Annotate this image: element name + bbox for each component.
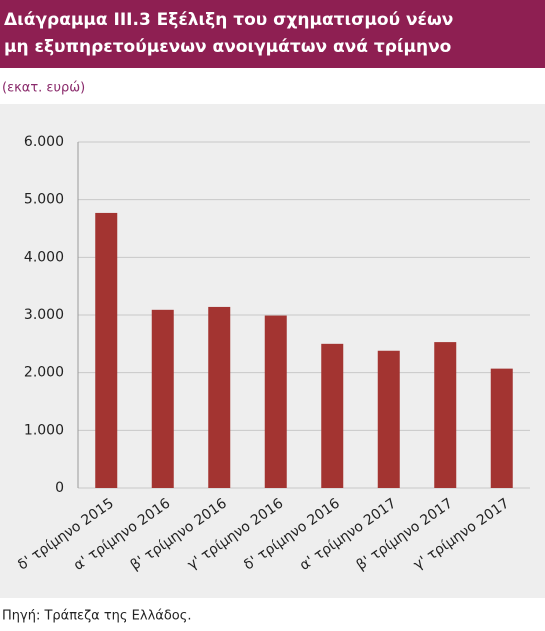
title-line: μη εξυπηρετούμενων ανοιγμάτων ανά τρίμην… (4, 37, 451, 57)
bar (264, 315, 287, 488)
y-tick-label: 0 (55, 480, 64, 496)
y-tick-label: 2.000 (24, 365, 64, 381)
bar (490, 368, 513, 488)
bar (95, 212, 118, 488)
bar (434, 342, 457, 488)
header-band (0, 0, 545, 68)
y-tick-label: 5.000 (24, 192, 64, 208)
bar (208, 306, 231, 488)
y-tick-label: 6.000 (24, 134, 64, 150)
subtitle: (εκατ. ευρώ) (2, 81, 85, 96)
bar (151, 309, 174, 488)
y-tick-label: 1.000 (24, 422, 64, 438)
bar (377, 350, 400, 488)
title-line: Διάγραμμα ΙΙΙ.3 Εξέλιξη του σχηματισμού … (4, 10, 453, 30)
y-tick-label: 4.000 (24, 249, 64, 265)
bar (321, 343, 344, 488)
source: Πηγή: Τράπεζα της Ελλάδος. (2, 609, 192, 624)
y-tick-label: 3.000 (24, 307, 64, 323)
